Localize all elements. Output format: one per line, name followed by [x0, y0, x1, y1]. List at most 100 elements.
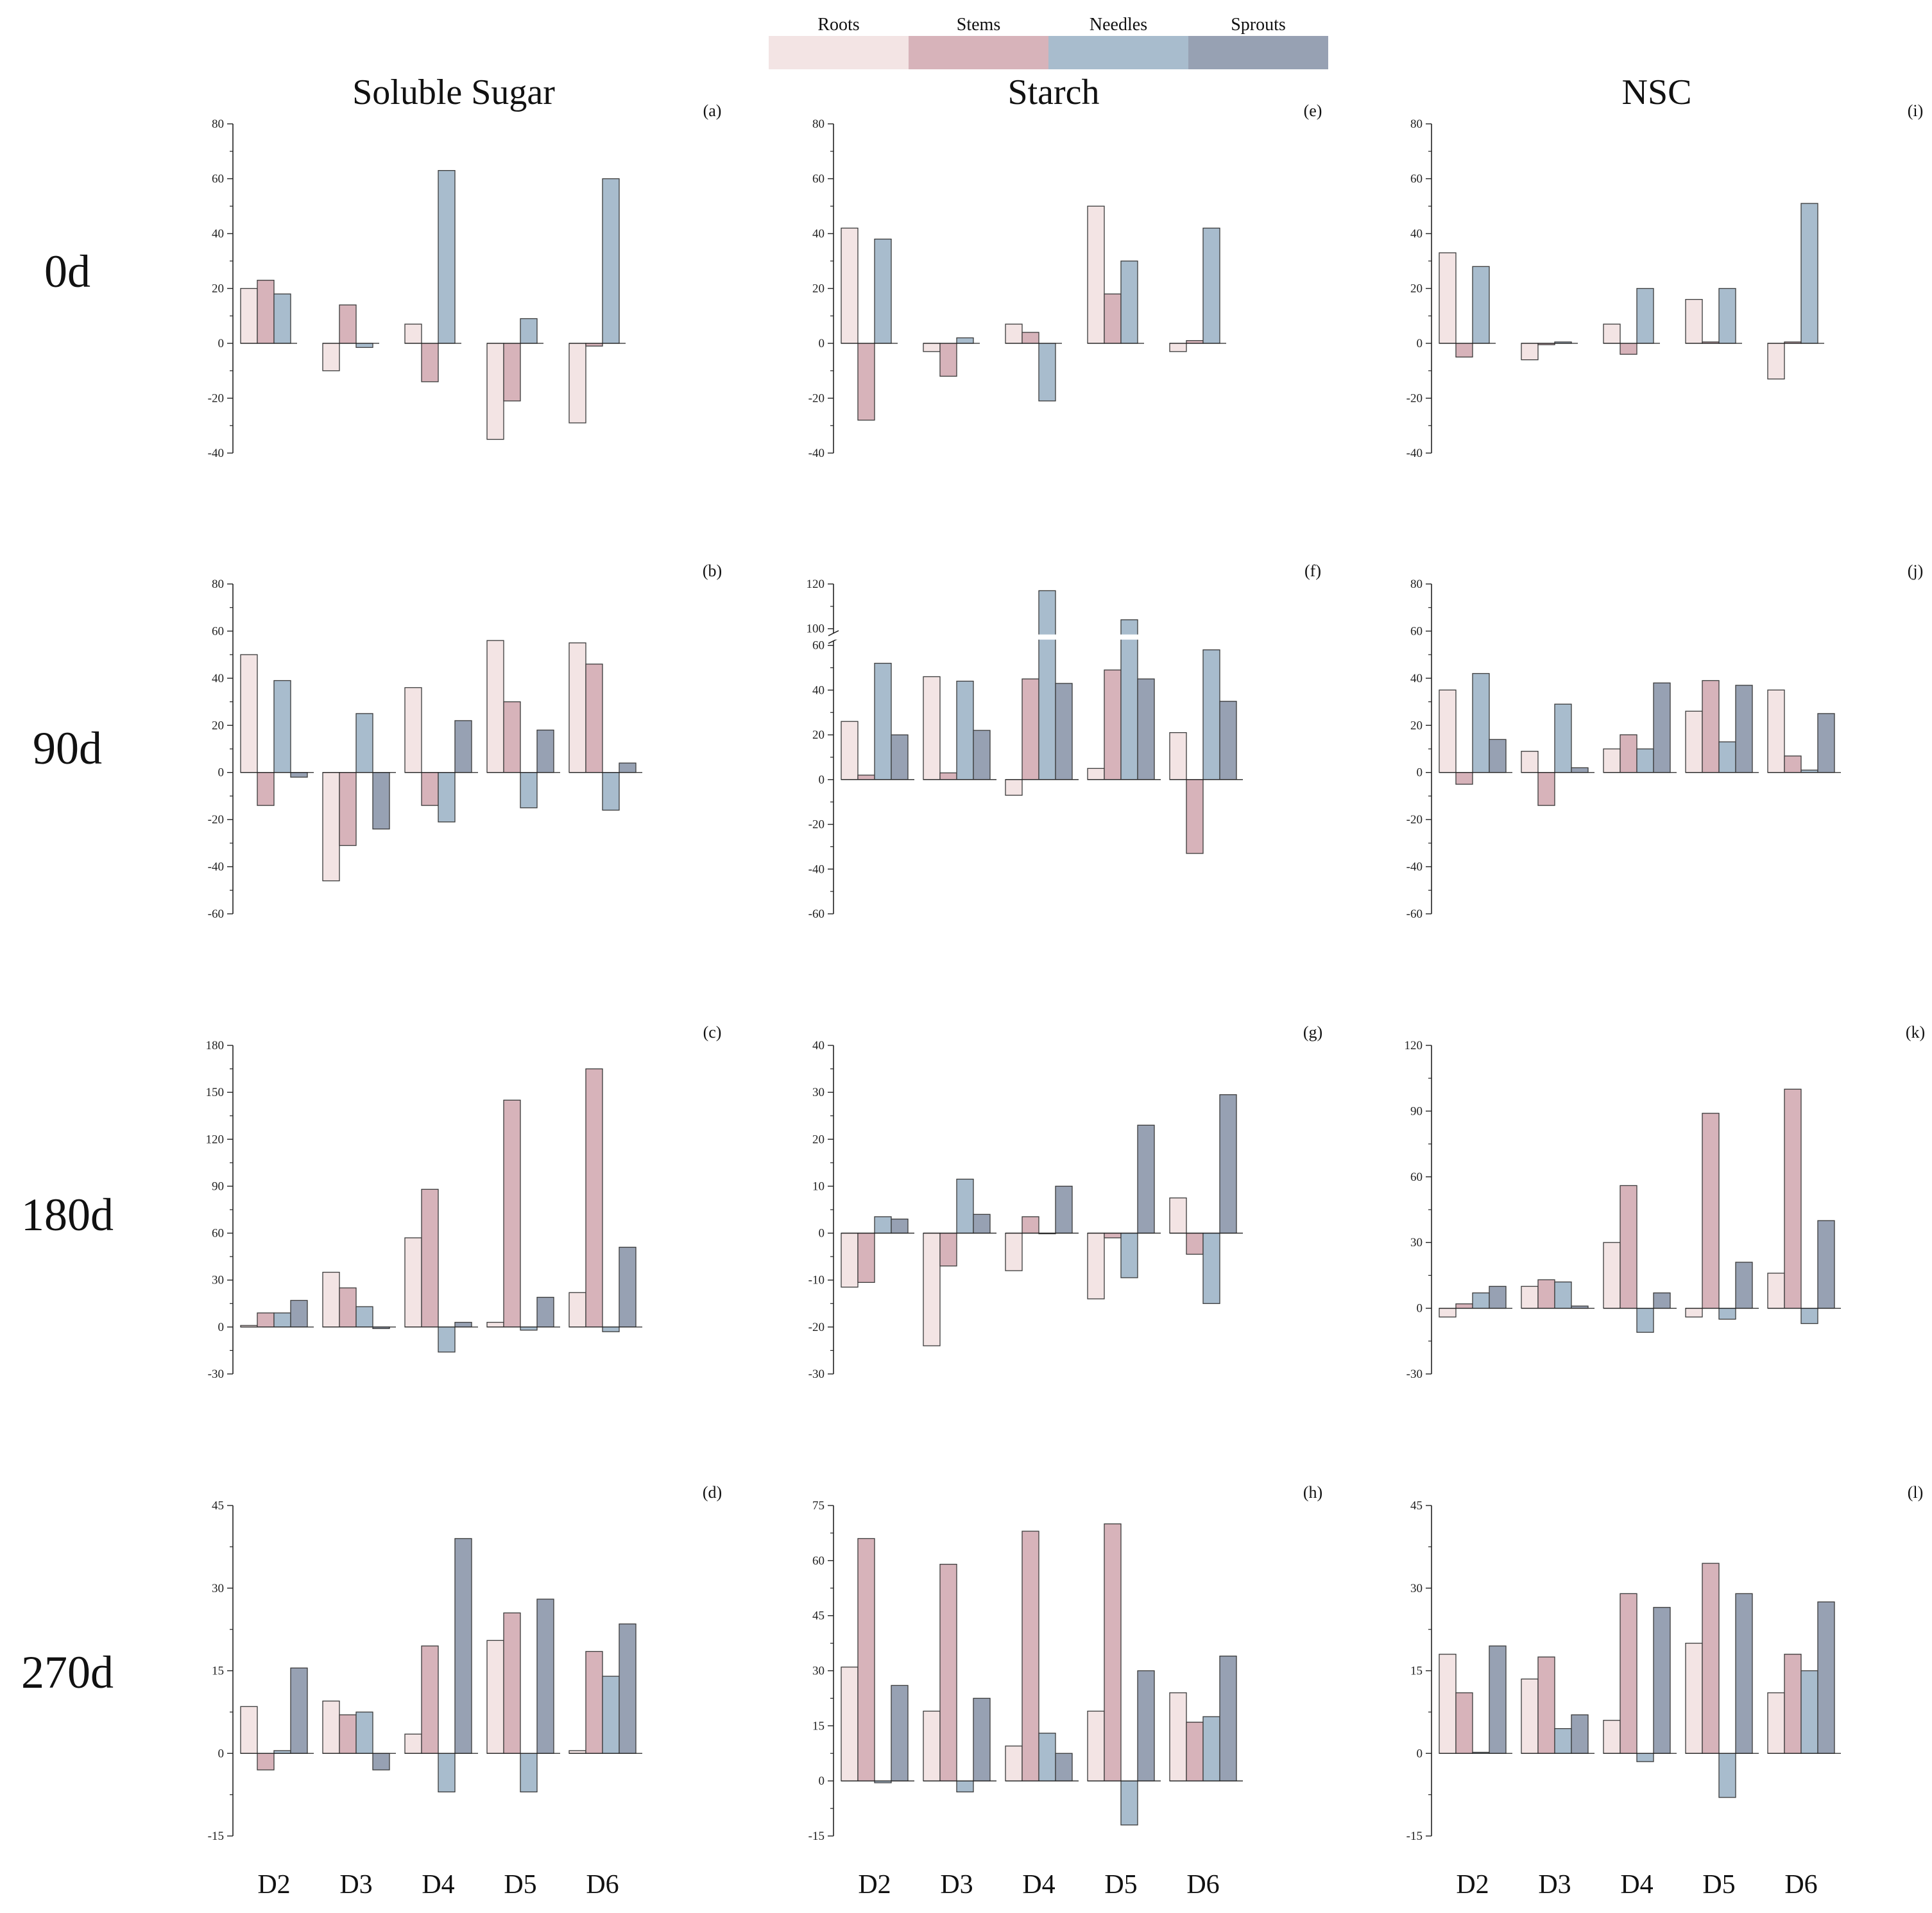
- bar-roots-d5: [1685, 710, 1703, 773]
- bar-roots-d4: [404, 1237, 422, 1328]
- bar-sprouts-d2: [1489, 739, 1507, 773]
- bar-sprouts-d5: [1735, 1262, 1753, 1309]
- y-tick-label: 60: [812, 173, 825, 186]
- panel-label: (b): [703, 562, 722, 580]
- y-tick-label: 60: [1410, 173, 1423, 186]
- bar-needles-d4: [1038, 343, 1056, 402]
- y-tick-label: 0: [819, 1774, 825, 1788]
- bar-stems-d3: [939, 1563, 957, 1781]
- bar-roots-d5: [1087, 205, 1105, 344]
- y-tick-label: 20: [212, 282, 224, 296]
- bar-stems-d5: [1104, 669, 1122, 780]
- x-category-label: D5: [504, 1870, 536, 1900]
- panel-label: (j): [1908, 562, 1924, 580]
- bar-roots-d2: [841, 1232, 859, 1288]
- bar-roots-d2: [841, 721, 859, 780]
- x-category-label: D6: [586, 1870, 619, 1900]
- bar-roots-d6: [1767, 1273, 1785, 1309]
- category-labels: D2 D3 D4 D5 D6 D2 D3 D4 D5 D6 D2 D3 D4 D5 D6: [257, 1870, 1817, 1900]
- y-tick-label: 120: [206, 1133, 225, 1146]
- bar-stems-d4: [1620, 1593, 1637, 1754]
- bar-needles-d2: [273, 1312, 291, 1328]
- bar-roots-d2: [1439, 689, 1457, 773]
- bar-roots-d3: [923, 676, 941, 780]
- bar-needles-d5: [1120, 1232, 1138, 1278]
- y-tick-label: 10: [812, 1180, 825, 1193]
- bar-sprouts-d6: [619, 1623, 637, 1754]
- y-tick-label: 90: [1410, 1104, 1423, 1118]
- x-category-label: D5: [1104, 1870, 1137, 1900]
- y-tick-label: 30: [812, 1086, 825, 1099]
- bar-needles-d3: [355, 1306, 373, 1328]
- y-tick-label: 0: [1417, 337, 1423, 350]
- bar-roots-d6: [1767, 689, 1785, 773]
- y-tick-label: 75: [812, 1499, 825, 1513]
- bar-roots-d3: [1521, 1285, 1539, 1309]
- bar-roots-d2: [1439, 1307, 1457, 1317]
- y-tick-label: -20: [808, 818, 825, 832]
- y-tick-label: -20: [1406, 392, 1423, 406]
- y-tick-label: 60: [1410, 1171, 1423, 1184]
- y-tick-label: 0: [819, 773, 825, 787]
- bar-needles-d6: [1202, 649, 1220, 780]
- y-tick-label: 60: [212, 1227, 224, 1240]
- bar-roots-d4: [1603, 1242, 1621, 1309]
- bar-stems-d3: [939, 1232, 957, 1267]
- y-tick-label: -15: [808, 1830, 825, 1843]
- y-tick-label: 30: [1410, 1582, 1423, 1595]
- panels: -40-20020406080(a)-60-40-20020406080(b)-…: [206, 101, 1926, 1843]
- x-category-label: D6: [1784, 1870, 1817, 1900]
- y-tick-label: -60: [1406, 907, 1423, 921]
- bar-stems-d2: [257, 280, 275, 344]
- bar-sprouts-d6: [1817, 1601, 1835, 1754]
- bar-sprouts-d5: [536, 1599, 554, 1754]
- panel-h: -15 0 15 30 45 60 75 (h): [808, 1483, 1322, 1843]
- y-tick-label: -30: [208, 1368, 224, 1381]
- bar-needles-d4: [438, 170, 456, 344]
- bar-needles-d4: [1636, 748, 1654, 773]
- bar-sprouts-d2: [891, 734, 909, 780]
- bar-needles-d3: [1554, 1728, 1572, 1754]
- bar-stems-d6: [1186, 1721, 1204, 1781]
- bar-needles-d6: [602, 1326, 620, 1332]
- bar-roots-d4: [1005, 323, 1023, 344]
- y-tick-label: -40: [808, 447, 825, 460]
- panel-l: -15 0 15 30 45 (l): [1406, 1483, 1924, 1843]
- bar-stems-d2: [857, 343, 875, 421]
- y-tick-label: 40: [212, 672, 224, 685]
- bar-roots-d3: [923, 1232, 941, 1346]
- bar-needles-d5: [520, 772, 538, 809]
- bar-roots-d3: [1521, 751, 1539, 773]
- bar-sprouts-d6: [1817, 1220, 1835, 1309]
- bar-stems-d3: [1537, 1656, 1555, 1754]
- y-tick-label: 0: [1417, 766, 1423, 780]
- legend: Roots Stems Needles Sprouts: [769, 15, 1328, 69]
- bar-needles-d6: [1800, 203, 1818, 344]
- y-tick-label: -20: [808, 1321, 825, 1334]
- y-tick-label: 0: [1417, 1302, 1423, 1316]
- y-tick-label: -60: [208, 907, 224, 921]
- panel-label: (k): [1906, 1023, 1925, 1042]
- y-tick-label: 60: [212, 624, 224, 638]
- y-tick-label: -40: [208, 861, 224, 874]
- row-label: 180d: [21, 1189, 114, 1240]
- bar-stems-d5: [503, 1099, 521, 1328]
- bar-stems-d4: [1620, 734, 1637, 773]
- panel-b: -60 -40 -20 0 20 40 60 80 (b): [208, 562, 722, 921]
- y-tick-label: 80: [1410, 117, 1423, 131]
- y-tick-label: 20: [812, 728, 825, 742]
- y-tick-label: 45: [812, 1609, 825, 1623]
- bar-sprouts-d4: [1653, 682, 1671, 773]
- bar-sprouts-d4: [454, 720, 472, 773]
- x-category-label: D3: [339, 1870, 372, 1900]
- bar-needles-d6: [1202, 1716, 1220, 1781]
- row-label: 270d: [21, 1647, 114, 1698]
- y-tick-label: 0: [1417, 1747, 1423, 1760]
- bar-needles-d6: [1202, 1232, 1220, 1304]
- bar-roots-d6: [568, 642, 586, 773]
- y-tick-label: 30: [212, 1274, 224, 1287]
- bar-needles-d4: [1636, 287, 1654, 344]
- panel-g: -30 -20 -10 0 10 20 30 40 (g): [808, 1023, 1322, 1381]
- y-tick-label: -10: [808, 1274, 825, 1287]
- y-tick-label: 30: [1410, 1236, 1423, 1249]
